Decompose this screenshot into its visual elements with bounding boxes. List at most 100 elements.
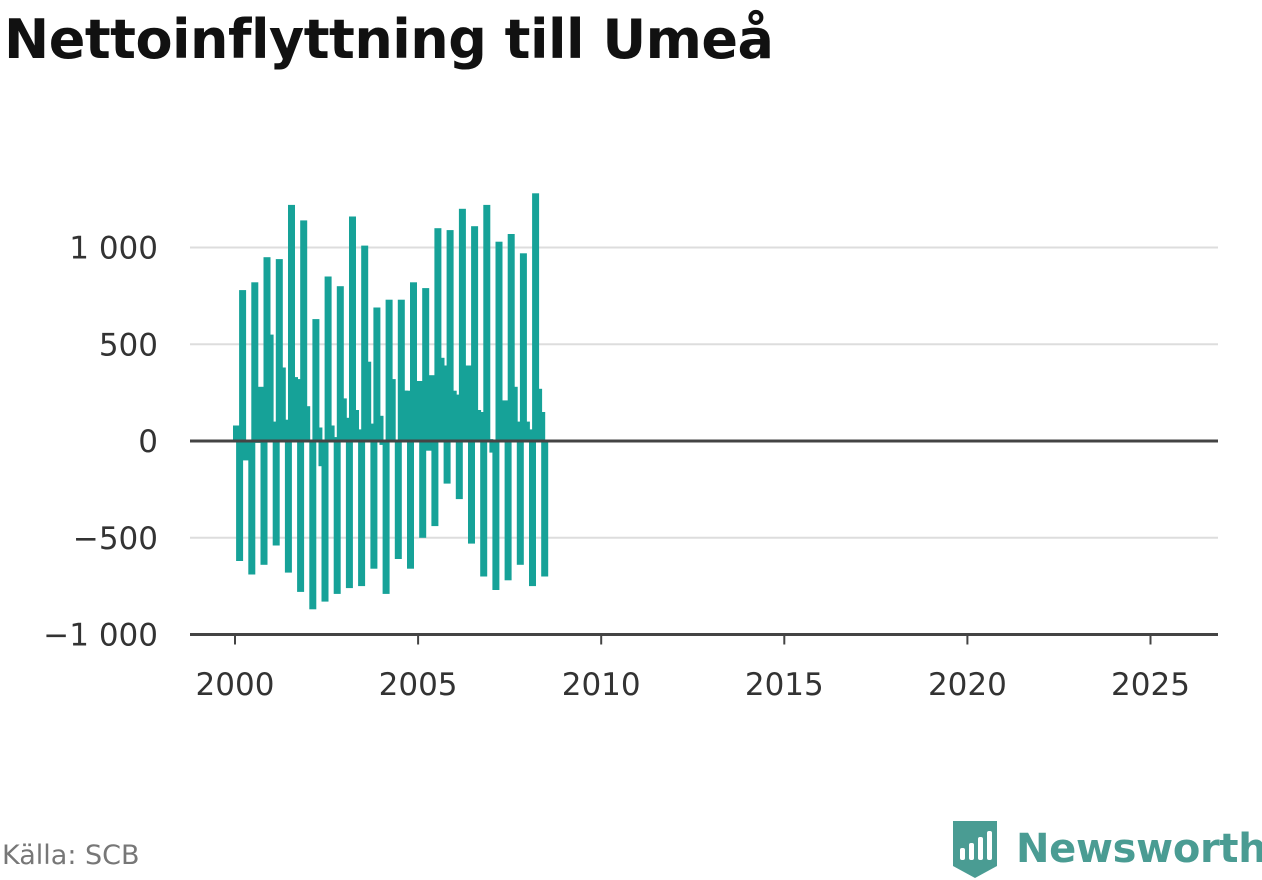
bar <box>385 299 393 441</box>
bar <box>431 441 439 527</box>
bar <box>541 441 549 577</box>
bar <box>233 425 240 441</box>
bar <box>516 441 524 565</box>
bar <box>333 441 341 594</box>
bar <box>278 367 286 441</box>
bar <box>352 410 359 441</box>
y-tick-label: 500 <box>99 327 158 363</box>
bar <box>422 288 430 441</box>
bar <box>483 204 491 441</box>
bar <box>236 441 244 561</box>
bar <box>504 441 512 581</box>
bar <box>471 226 479 441</box>
bar <box>288 204 295 441</box>
bar <box>248 441 256 575</box>
bar <box>315 427 323 441</box>
bar <box>513 421 521 441</box>
bar <box>468 441 475 544</box>
bar <box>446 230 454 441</box>
bar <box>342 417 350 441</box>
bar <box>345 441 353 589</box>
bar <box>300 220 308 441</box>
bar <box>361 245 369 441</box>
bar <box>495 241 503 441</box>
source-label: Källa: SCB <box>2 840 140 871</box>
bar <box>373 307 381 441</box>
bar <box>376 415 384 441</box>
bar <box>257 386 265 441</box>
bar <box>526 429 533 441</box>
bar <box>266 334 274 441</box>
x-tick-labels: 2000 2005 2010 2015 2020 2025 <box>196 667 1190 703</box>
bar <box>501 400 509 441</box>
bar <box>382 441 390 594</box>
bar <box>355 429 363 441</box>
bar <box>251 282 259 441</box>
bar <box>455 441 463 500</box>
bar <box>410 282 417 441</box>
y-tick-labels: −1 000 −500 0 500 1 000 <box>43 231 158 654</box>
bar <box>407 441 414 569</box>
gridlines <box>190 246 1218 539</box>
y-tick-label: −500 <box>73 521 158 557</box>
bar <box>370 441 378 569</box>
x-tick-label: 2010 <box>562 667 641 703</box>
bar <box>492 441 500 590</box>
axes <box>190 439 1218 645</box>
bar <box>510 386 518 441</box>
bar <box>281 419 289 441</box>
bar <box>294 379 302 441</box>
y-tick-label: −1 000 <box>43 618 158 654</box>
bar <box>303 406 311 441</box>
chart-title: Nettoinflyttning till Umeå <box>4 8 774 71</box>
bar <box>242 441 250 461</box>
bar <box>272 441 280 546</box>
bar <box>416 381 424 441</box>
brand-logo: Newsworthy <box>950 818 1262 880</box>
bar <box>312 319 320 441</box>
bar <box>321 441 329 602</box>
bar <box>330 437 338 441</box>
bars <box>233 193 549 610</box>
x-tick-label: 2015 <box>745 667 824 703</box>
bar <box>269 421 277 441</box>
bar <box>465 365 472 441</box>
bar <box>480 441 488 577</box>
newsworthy-icon <box>953 821 997 878</box>
bar <box>336 286 344 441</box>
bar <box>349 216 356 441</box>
y-tick-label: 1 000 <box>69 231 158 267</box>
bar <box>428 375 436 441</box>
bar <box>538 412 546 441</box>
bar <box>260 441 268 565</box>
bar <box>327 425 335 441</box>
x-tick-label: 2025 <box>1111 667 1190 703</box>
bar <box>440 365 448 441</box>
bar <box>529 441 536 587</box>
x-tick-label: 2005 <box>379 667 458 703</box>
bar <box>239 290 247 441</box>
brand-name: Newsworthy <box>1016 826 1262 872</box>
bar <box>394 441 402 559</box>
bar <box>458 208 466 441</box>
bar <box>309 441 317 610</box>
bar <box>284 441 292 573</box>
bar <box>275 259 283 441</box>
bar <box>507 234 515 441</box>
bar <box>452 394 460 441</box>
bar <box>477 412 485 441</box>
bar <box>419 441 427 538</box>
bar <box>367 423 375 441</box>
bar <box>519 253 527 441</box>
bar <box>324 276 332 441</box>
bar <box>403 390 411 441</box>
bar <box>397 299 405 441</box>
y-tick-label: 0 <box>138 424 158 460</box>
bar <box>364 361 372 441</box>
x-tick-label: 2000 <box>196 667 275 703</box>
bar <box>425 441 433 451</box>
bar <box>443 441 451 484</box>
bar <box>532 193 540 441</box>
bar <box>297 441 305 592</box>
